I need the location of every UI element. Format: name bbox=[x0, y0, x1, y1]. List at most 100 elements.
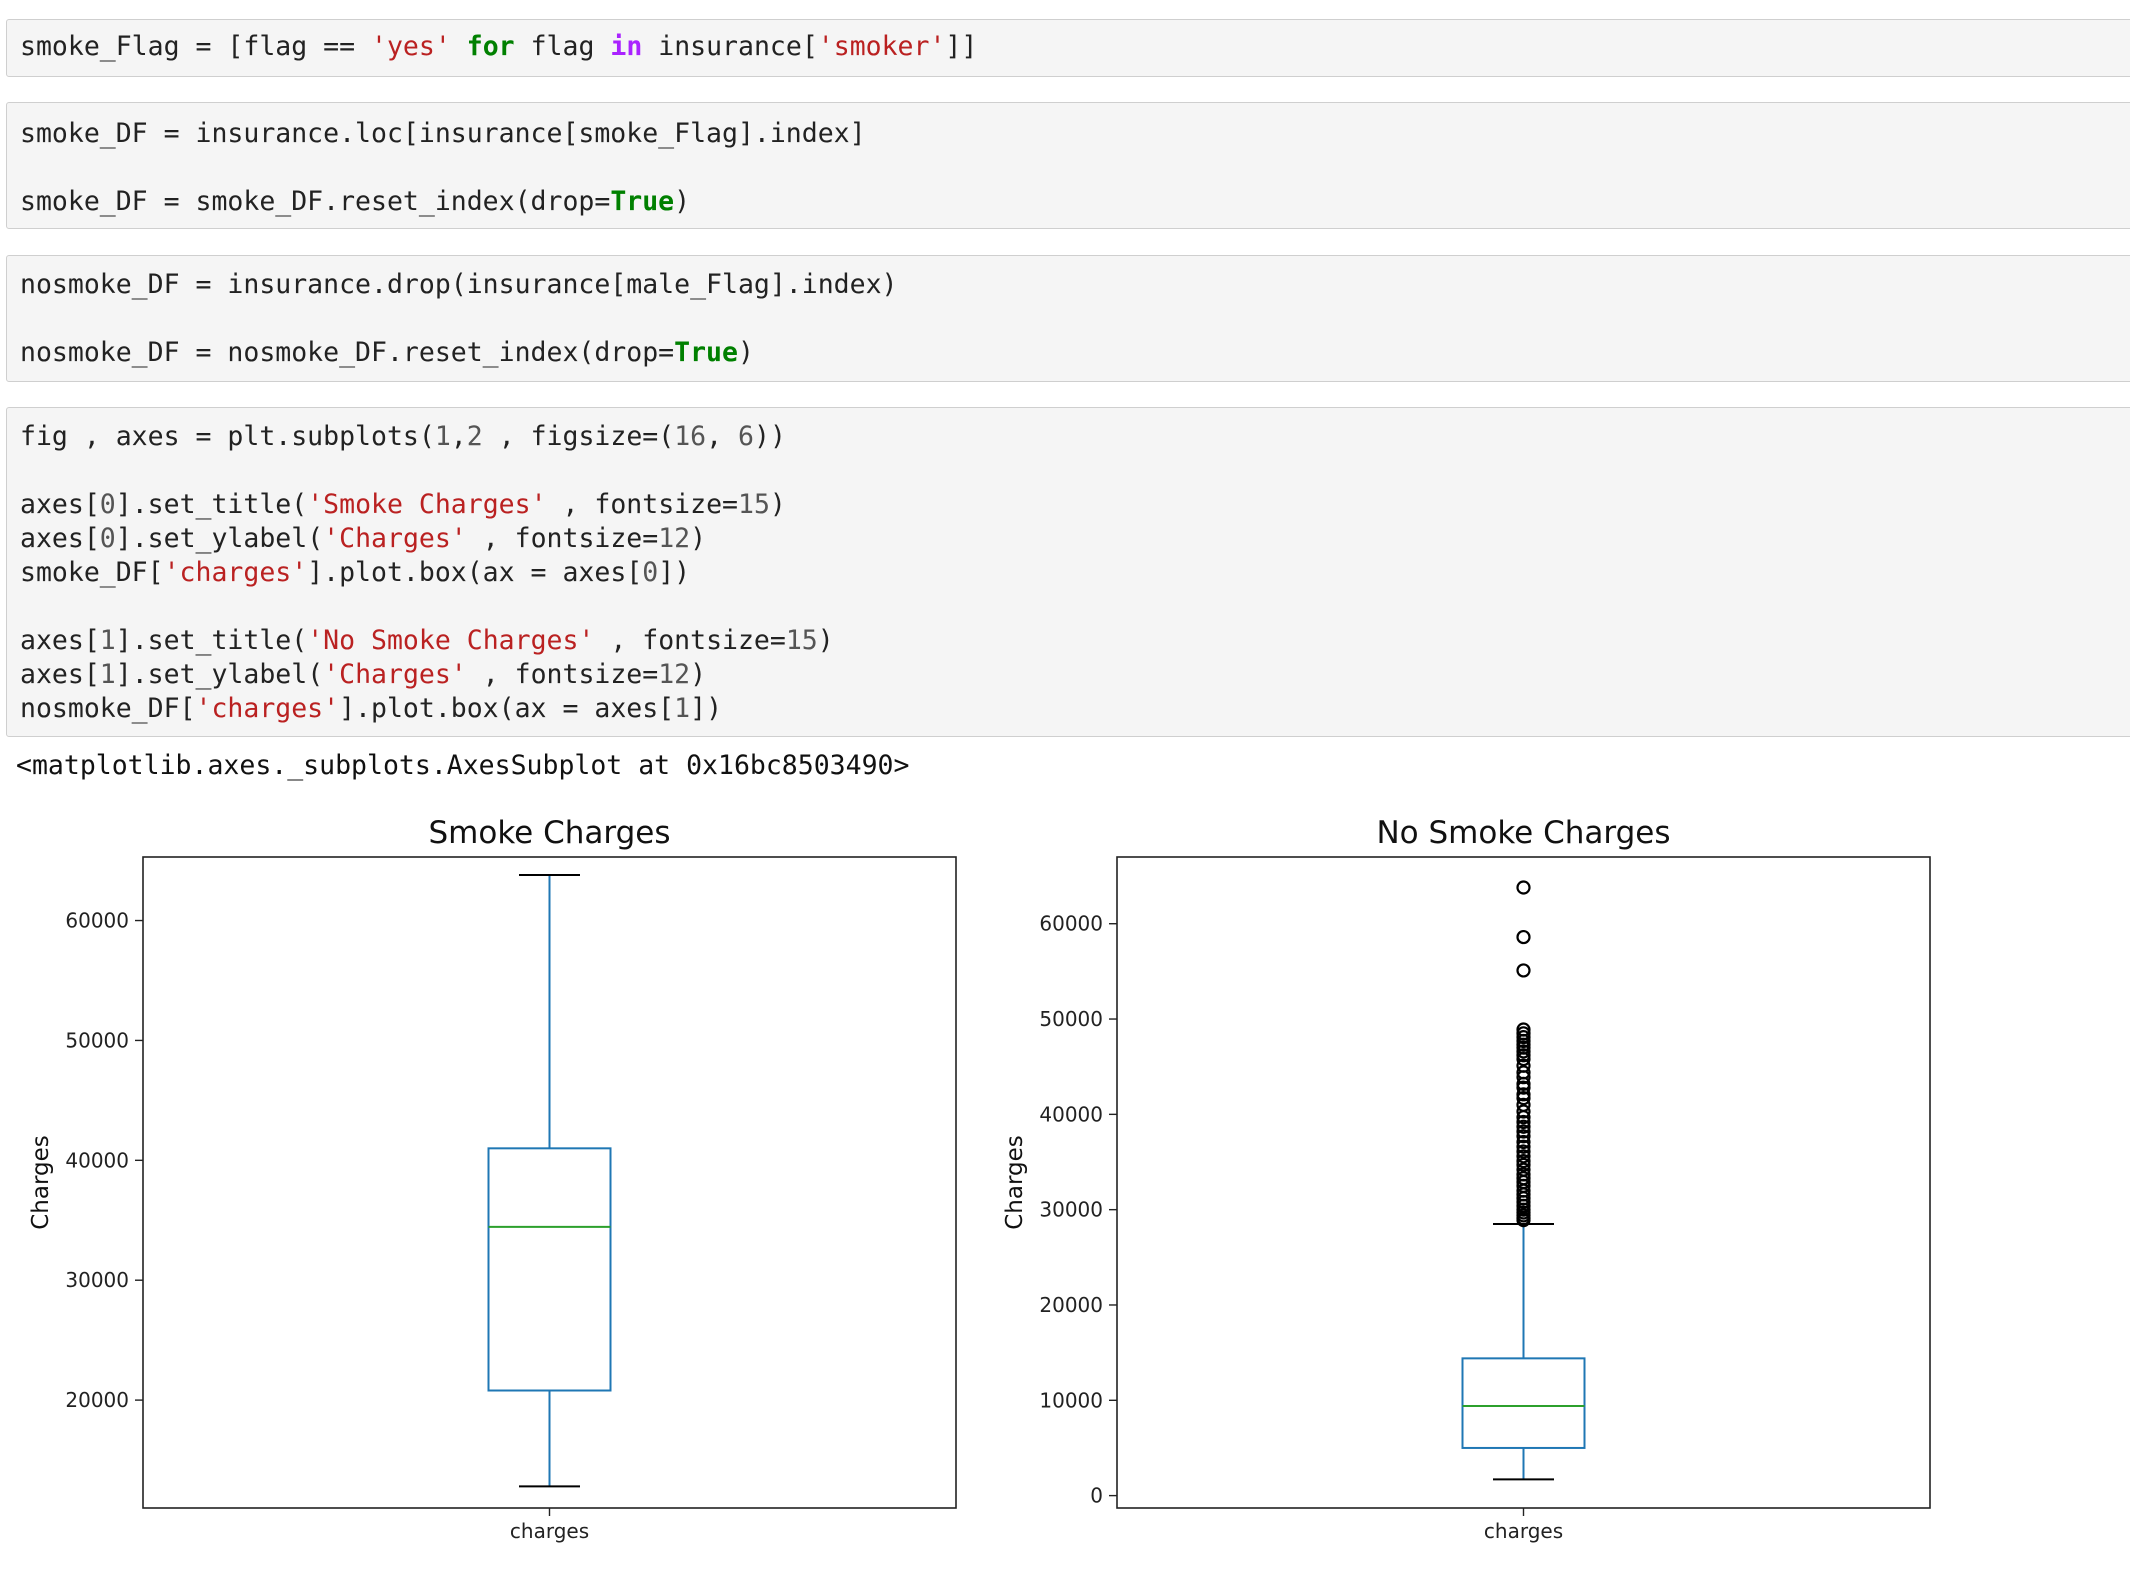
code-line: axes[1].set_title('No Smoke Charges' , f… bbox=[20, 624, 834, 658]
code-token: 1 bbox=[99, 625, 116, 656]
outlier-point bbox=[1516, 880, 1531, 895]
code-token bbox=[451, 31, 467, 62]
outlier-point bbox=[1516, 1076, 1531, 1091]
outlier-point bbox=[1516, 1144, 1531, 1159]
code-token: smoke_DF = insurance.loc[insurance[smoke… bbox=[20, 118, 866, 149]
code-editor[interactable]: smoke_Flag = [flag == 'yes' for flag in … bbox=[20, 30, 977, 64]
y-tick-label: 40000 bbox=[65, 1148, 129, 1172]
code-token: smoke_Flag = [flag == bbox=[20, 31, 371, 62]
code-editor[interactable]: smoke_DF = insurance.loc[insurance[smoke… bbox=[20, 117, 866, 219]
y-axis-label: Charges bbox=[1002, 1135, 1028, 1230]
code-token: smoke_DF[ bbox=[20, 557, 164, 588]
iqr-box bbox=[487, 1147, 612, 1392]
code-line: axes[0].set_title('Smoke Charges' , font… bbox=[20, 488, 834, 522]
code-token: nosmoke_DF[ bbox=[20, 693, 196, 724]
code-token: ]] bbox=[945, 31, 978, 62]
cell-output-text: <matplotlib.axes._subplots.AxesSubplot a… bbox=[16, 750, 910, 781]
outlier-point bbox=[1516, 929, 1531, 945]
code-token: ) bbox=[737, 337, 754, 368]
outlier-point bbox=[1516, 1033, 1531, 1049]
outlier-point bbox=[1516, 1124, 1531, 1139]
code-token: True bbox=[610, 186, 675, 217]
code-editor[interactable]: nosmoke_DF = insurance.drop(insurance[ma… bbox=[20, 268, 898, 370]
code-token: ].set_ylabel( bbox=[115, 659, 324, 690]
outlier-point bbox=[1516, 1104, 1531, 1119]
outlier-point bbox=[1516, 1114, 1531, 1130]
code-cell-2[interactable]: smoke_DF = insurance.loc[insurance[smoke… bbox=[6, 102, 2130, 229]
code-token: 'charges' bbox=[195, 693, 340, 724]
code-line: nosmoke_DF = insurance.drop(insurance[ma… bbox=[20, 268, 898, 302]
code-token: 1 bbox=[674, 693, 691, 724]
code-token: )) bbox=[754, 421, 786, 452]
code-token: ]) bbox=[658, 557, 691, 588]
code-line: axes[0].set_ylabel('Charges' , fontsize=… bbox=[20, 522, 834, 556]
outlier-point bbox=[1516, 1134, 1531, 1150]
code-token: 1 bbox=[99, 659, 116, 690]
code-token: for bbox=[466, 31, 515, 62]
code-token: , fontsize= bbox=[594, 625, 786, 656]
chart-title: Smoke Charges bbox=[428, 815, 670, 851]
outlier-point bbox=[1516, 1129, 1531, 1144]
code-token: 6 bbox=[738, 421, 754, 452]
code-line: nosmoke_DF = nosmoke_DF.reset_index(drop… bbox=[20, 336, 898, 370]
code-cell-1[interactable]: smoke_Flag = [flag == 'yes' for flag in … bbox=[6, 19, 2130, 77]
code-token: 0 bbox=[642, 557, 659, 588]
code-line bbox=[20, 590, 834, 624]
code-line bbox=[20, 302, 898, 336]
code-token: 12 bbox=[658, 659, 691, 690]
code-line: fig , axes = plt.subplots(1,2 , figsize=… bbox=[20, 420, 834, 454]
code-token: ) bbox=[817, 625, 834, 656]
code-token: 16 bbox=[674, 421, 707, 452]
outlier-point bbox=[1516, 1194, 1531, 1210]
code-editor[interactable]: fig , axes = plt.subplots(1,2 , figsize=… bbox=[20, 420, 834, 726]
code-token: axes[ bbox=[20, 523, 100, 554]
code-token: 12 bbox=[658, 523, 691, 554]
y-tick-label: 20000 bbox=[65, 1388, 129, 1412]
code-token: 'Charges' bbox=[323, 659, 467, 690]
code-cell-4[interactable]: fig , axes = plt.subplots(1,2 , figsize=… bbox=[6, 407, 2130, 737]
outlier-point bbox=[1516, 1091, 1531, 1106]
x-tick-label: charges bbox=[510, 1519, 589, 1543]
code-line: smoke_Flag = [flag == 'yes' for flag in … bbox=[20, 30, 977, 64]
code-token: 'smoker' bbox=[817, 31, 946, 62]
code-cell-3[interactable]: nosmoke_DF = insurance.drop(insurance[ma… bbox=[6, 255, 2130, 382]
outlier-point bbox=[1516, 1119, 1531, 1134]
y-tick-label: 30000 bbox=[1039, 1198, 1103, 1222]
code-token: 0 bbox=[99, 489, 116, 520]
code-token: ) bbox=[690, 659, 707, 690]
code-line: smoke_DF = smoke_DF.reset_index(drop=Tru… bbox=[20, 185, 866, 219]
y-tick-label: 20000 bbox=[1039, 1293, 1103, 1317]
code-token: 0 bbox=[99, 523, 116, 554]
outlier-point bbox=[1516, 1157, 1531, 1172]
code-token: , fontsize= bbox=[466, 523, 659, 554]
code-token: insurance[ bbox=[642, 31, 818, 62]
code-token: ].set_title( bbox=[115, 489, 308, 520]
code-token: 'Smoke Charges' bbox=[307, 489, 547, 520]
outlier-point bbox=[1516, 1087, 1531, 1102]
code-token: ].plot.box(ax = axes[ bbox=[339, 693, 675, 724]
code-token: 'charges' bbox=[163, 557, 308, 588]
chart-title: No Smoke Charges bbox=[1376, 815, 1670, 851]
plot-frame bbox=[1116, 856, 1931, 1509]
outlier-point bbox=[1516, 1139, 1531, 1154]
code-token: 2 bbox=[466, 421, 483, 452]
y-tick-label: 60000 bbox=[1039, 912, 1103, 936]
outlier-point bbox=[1516, 1044, 1531, 1059]
x-tick-label: charges bbox=[1484, 1519, 1563, 1543]
y-tick-label: 50000 bbox=[1039, 1007, 1103, 1031]
code-token: , bbox=[450, 421, 467, 452]
code-token: 'Charges' bbox=[323, 523, 467, 554]
code-token: , fontsize= bbox=[546, 489, 738, 520]
outlier-point bbox=[1516, 1030, 1531, 1045]
code-token: ) bbox=[674, 186, 691, 217]
code-token: ].plot.box(ax = axes[ bbox=[307, 557, 643, 588]
code-line: smoke_DF['charges'].plot.box(ax = axes[0… bbox=[20, 556, 834, 590]
code-line: axes[1].set_ylabel('Charges' , fontsize=… bbox=[20, 658, 834, 692]
code-token: True bbox=[674, 337, 738, 368]
y-tick-label: 10000 bbox=[1039, 1388, 1103, 1412]
code-token: , fontsize= bbox=[466, 659, 659, 690]
outlier-point bbox=[1516, 1213, 1531, 1228]
code-token: ].set_ylabel( bbox=[115, 523, 324, 554]
outlier-point bbox=[1516, 1149, 1531, 1164]
code-token: axes[ bbox=[20, 659, 100, 690]
